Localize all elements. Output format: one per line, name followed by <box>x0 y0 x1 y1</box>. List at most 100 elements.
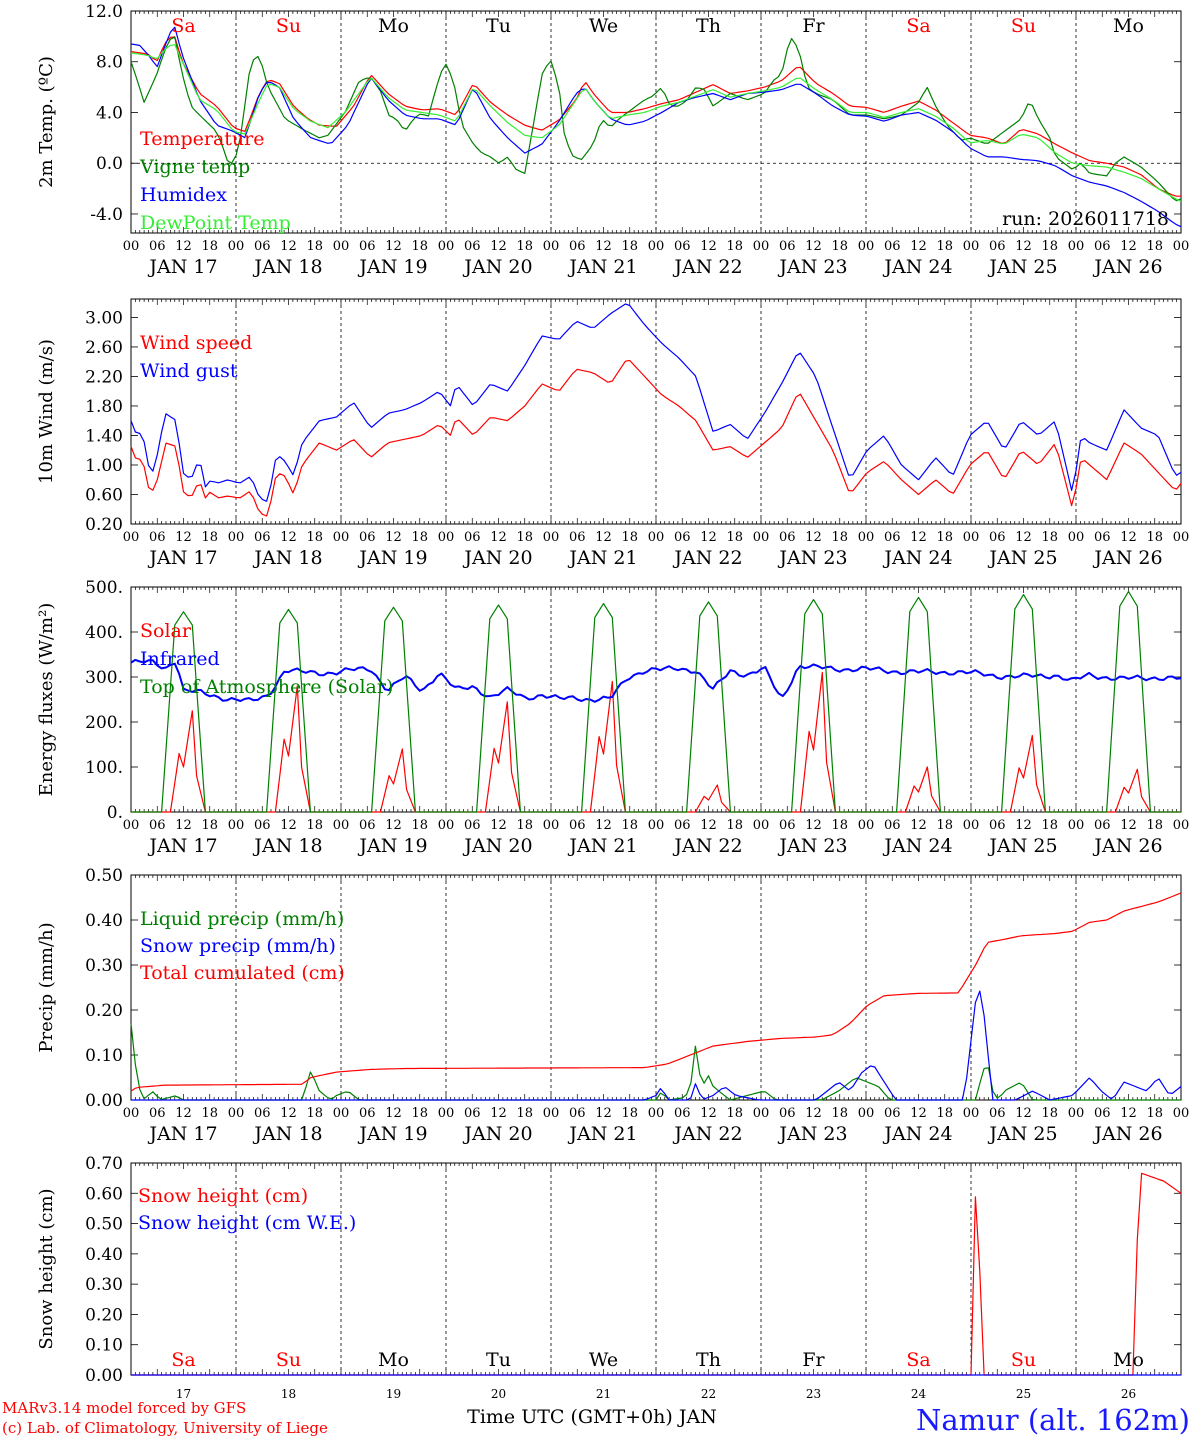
x-day-number: 23 <box>806 1387 821 1401</box>
x-day-label: JAN 20 <box>462 835 532 857</box>
x-day-label: JAN 23 <box>777 256 847 278</box>
legend-entry: Wind speed <box>140 332 252 354</box>
weekday-label: Mo <box>1113 1349 1144 1371</box>
x-hour-label: 12 <box>1120 818 1137 833</box>
x-hour-label: 00 <box>858 530 875 545</box>
y-tick-label: 0.0 <box>96 154 123 174</box>
x-day-label: JAN 17 <box>147 547 217 569</box>
x-day-label: JAN 22 <box>672 835 742 857</box>
x-day-label: JAN 18 <box>252 256 322 278</box>
x-hour-label: 06 <box>254 818 271 833</box>
x-day-label: JAN 22 <box>672 256 742 278</box>
x-hour-label: 06 <box>359 239 376 254</box>
x-hour-label: 18 <box>1041 818 1058 833</box>
x-hour-label: 00 <box>1068 530 1085 545</box>
panel-1: 12.0 8.0 4.0 0.0 -4.0 2m Temp. (ºC) Temperatur… <box>36 2 1189 278</box>
x-hour-label: 12 <box>280 1106 297 1121</box>
legend-entry: Humidex <box>140 184 227 206</box>
x-hour-label: 00 <box>228 530 245 545</box>
x-hour-label: 18 <box>621 530 638 545</box>
x-hour-label: 00 <box>333 239 350 254</box>
x-hour-label: 12 <box>805 1106 822 1121</box>
x-hour-label: 18 <box>411 1106 428 1121</box>
x-hour-label: 00 <box>753 239 770 254</box>
x-hour-label: 00 <box>228 1106 245 1121</box>
x-hour-label: 00 <box>543 818 560 833</box>
x-hour-label: 12 <box>805 818 822 833</box>
x-hour-label: 18 <box>1041 1106 1058 1121</box>
x-hour-label: 00 <box>1173 530 1190 545</box>
x-hour-label: 18 <box>201 530 218 545</box>
x-hour-label: 12 <box>700 1106 717 1121</box>
legend-entry: Wind gust <box>140 360 238 382</box>
x-hour-label: 18 <box>936 1106 953 1121</box>
x-day-label: JAN 23 <box>777 1123 847 1145</box>
x-day-label: JAN 18 <box>252 835 322 857</box>
series-line-snow-precip-mm-h- <box>131 990 1182 1101</box>
x-day-number: 17 <box>176 1387 191 1401</box>
x-day-label: JAN 20 <box>462 256 532 278</box>
x-hour-label: 00 <box>963 1106 980 1121</box>
x-hour-label: 00 <box>1068 239 1085 254</box>
x-day-label: JAN 17 <box>147 1123 217 1145</box>
x-hour-label: 18 <box>201 239 218 254</box>
x-hour-label: 00 <box>438 818 455 833</box>
x-hour-label: 06 <box>254 1106 271 1121</box>
x-hour-label: 18 <box>306 530 323 545</box>
x-hour-label: 00 <box>228 818 245 833</box>
x-hour-label: 00 <box>1173 1106 1190 1121</box>
y-tick-label: 12.0 <box>85 2 123 22</box>
series-line-liquid-precip-mm-h- <box>130 1023 1181 1101</box>
x-day-number: 26 <box>1121 1387 1136 1401</box>
x-hour-label: 12 <box>490 818 507 833</box>
x-hour-label: 00 <box>753 1106 770 1121</box>
x-hour-label: 00 <box>543 1106 560 1121</box>
x-day-label: JAN 26 <box>1092 1123 1162 1145</box>
x-day-label: JAN 24 <box>882 835 952 857</box>
x-hour-label: 12 <box>1015 818 1032 833</box>
x-hour-label: 06 <box>569 1106 586 1121</box>
x-day-label: JAN 20 <box>462 1123 532 1145</box>
x-hour-label: 06 <box>1094 239 1111 254</box>
y-tick-label: 2.20 <box>85 367 123 387</box>
weekday-label: Fr <box>802 15 825 37</box>
x-hour-label: 18 <box>516 1106 533 1121</box>
x-hour-label: 00 <box>858 1106 875 1121</box>
x-day-label: JAN 25 <box>987 547 1057 569</box>
x-hour-label: 06 <box>1094 530 1111 545</box>
x-hour-label: 06 <box>149 818 166 833</box>
x-day-label: JAN 22 <box>672 547 742 569</box>
y-tick-label: 0. <box>107 803 123 823</box>
x-hour-label: 18 <box>831 818 848 833</box>
x-hour-label: 18 <box>1041 530 1058 545</box>
x-axis-title: Time UTC (GMT+0h) JAN <box>467 1406 717 1428</box>
x-hour-label: 12 <box>700 530 717 545</box>
x-hour-label: 00 <box>438 1106 455 1121</box>
x-day-label: JAN 19 <box>357 835 427 857</box>
x-hour-label: 00 <box>648 530 665 545</box>
y-tick-label: 1.80 <box>85 397 123 417</box>
x-hour-label: 00 <box>438 239 455 254</box>
x-hour-label: 12 <box>1120 530 1137 545</box>
x-hour-label: 06 <box>1094 1106 1111 1121</box>
y-tick-label: 0.60 <box>85 1184 123 1204</box>
y-tick-label: 300. <box>85 668 123 688</box>
x-hour-label: 06 <box>359 1106 376 1121</box>
x-hour-label: 12 <box>910 1106 927 1121</box>
weekday-label: Mo <box>378 15 409 37</box>
weekday-label: We <box>589 15 618 37</box>
x-day-label: JAN 19 <box>357 256 427 278</box>
x-day-label: JAN 25 <box>987 1123 1057 1145</box>
x-hour-label: 06 <box>779 818 796 833</box>
plot-frame <box>130 298 1182 525</box>
x-hour-label: 12 <box>1015 1106 1032 1121</box>
x-hour-label: 06 <box>674 239 691 254</box>
x-hour-label: 12 <box>700 239 717 254</box>
x-hour-label: 12 <box>805 530 822 545</box>
y-tick-label: 0.00 <box>85 1366 123 1386</box>
y-axis-title: 2m Temp. (ºC) <box>36 56 57 188</box>
x-day-label: JAN 26 <box>1092 256 1162 278</box>
x-hour-label: 18 <box>1146 530 1163 545</box>
y-tick-label: 2.60 <box>85 338 123 358</box>
y-axis-title: 10m Wind (m/s) <box>36 339 57 484</box>
